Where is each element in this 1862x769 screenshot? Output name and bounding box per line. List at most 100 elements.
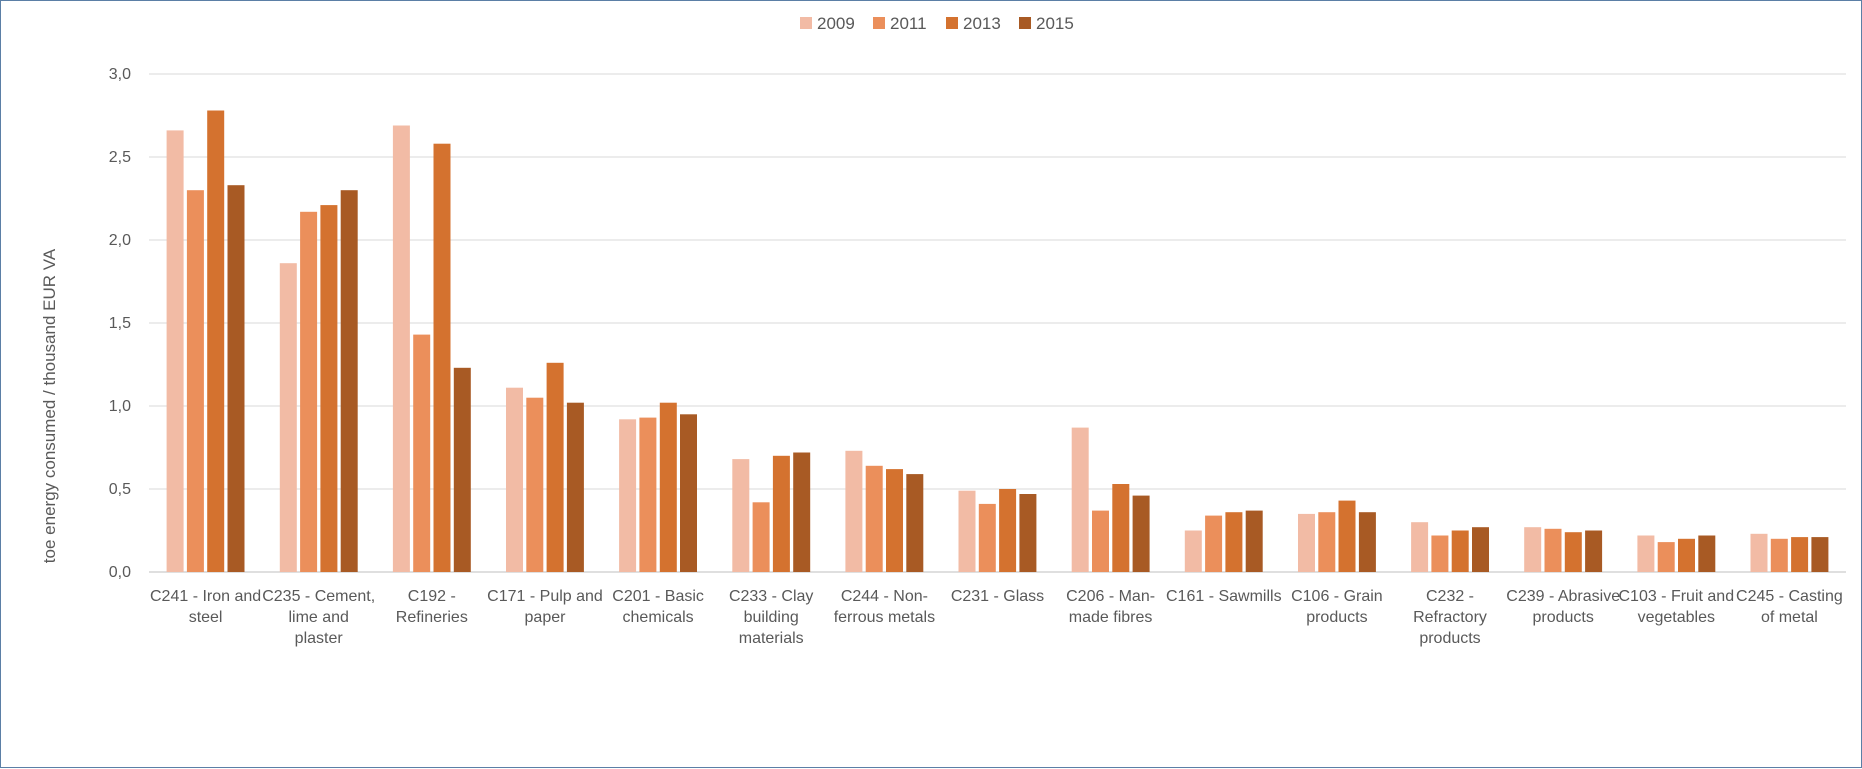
y-tick-label: 0,0: [109, 564, 131, 581]
bar-2015: [453, 367, 471, 572]
x-category-label: lime and: [288, 609, 348, 626]
x-axis-categories: C241 - Iron and steel C235 - Cement, lime a…: [150, 588, 1843, 647]
y-tick-label: 1,5: [109, 315, 131, 332]
bar-2009: [1524, 527, 1542, 572]
x-category-label: C241 - Iron and: [150, 588, 261, 605]
bar-2011: [639, 417, 657, 572]
bar-2015: [906, 474, 924, 572]
bar-2015: [793, 452, 811, 572]
bar-2009: [1411, 522, 1429, 572]
bar-2009: [506, 387, 523, 572]
bar-2013: [546, 362, 564, 572]
bar-2009: [1071, 427, 1089, 572]
x-category-label: C235 - Cement,: [262, 588, 375, 605]
x-category-label: C171 - Pulp and: [487, 588, 603, 605]
bar-2011: [1657, 542, 1675, 572]
y-tick-label: 2,0: [109, 232, 131, 249]
legend-swatch-2009: [800, 17, 812, 29]
legend-label-2013: 2013: [963, 14, 1001, 33]
legend-swatch-2011: [873, 17, 885, 29]
bar-2015: [1472, 527, 1489, 572]
bar-2009: [166, 130, 184, 572]
y-axis-title: toe energy consumed / thousand EUR VA: [40, 248, 59, 563]
bar-2015: [1245, 510, 1263, 572]
bar-2011: [526, 397, 544, 572]
x-category-label: paper: [525, 609, 567, 626]
bar-2013: [1678, 538, 1695, 572]
x-category-label: C232 -: [1426, 588, 1474, 605]
x-category-label: products: [1306, 609, 1367, 626]
bar-2013: [207, 110, 225, 572]
x-category-label: steel: [189, 609, 223, 626]
bar-2009: [1184, 530, 1202, 572]
bar-2013: [1451, 530, 1469, 572]
x-category-label: C245 - Casting: [1736, 588, 1843, 605]
x-category-label: C233 - Clay: [729, 588, 813, 605]
x-category-label: chemicals: [623, 609, 694, 626]
y-tick-label: 2,5: [109, 149, 131, 166]
bar-2013: [1112, 484, 1130, 572]
bar-2009: [1750, 533, 1768, 572]
bar-2013: [886, 469, 903, 572]
x-category-label: C239 - Abrasive: [1506, 588, 1620, 605]
x-category-label: made fibres: [1069, 609, 1153, 626]
bar-2015: [227, 185, 245, 572]
bar-2011: [978, 503, 996, 572]
bar-2013: [1225, 512, 1243, 572]
y-tick-label: 0,5: [109, 481, 131, 498]
bar-2015: [1811, 537, 1829, 572]
x-category-label: vegetables: [1638, 609, 1715, 626]
y-tick-label: 1,0: [109, 398, 131, 415]
bar-2013: [1338, 500, 1356, 572]
bar-2015: [1132, 495, 1150, 572]
legend-label-2011: 2011: [890, 14, 927, 33]
bar-2015: [1019, 494, 1037, 572]
x-category-label: C231 - Glass: [951, 588, 1044, 605]
bar-2013: [659, 402, 677, 572]
bar-2015: [340, 190, 358, 572]
bar-2013: [1791, 537, 1809, 572]
x-category-label: C106 - Grain: [1291, 588, 1383, 605]
bar-2013: [433, 143, 451, 572]
legend-swatch-2013: [946, 17, 958, 29]
bar-2013: [1564, 532, 1582, 572]
bar-2015: [1585, 530, 1603, 572]
x-category-label: materials: [739, 630, 804, 647]
x-category-label: C206 - Man-: [1066, 588, 1155, 605]
bar-2011: [1318, 512, 1336, 572]
y-axis-ticks: 0,0 0,5 1,0 1,5 2,0 2,5 3,0: [109, 66, 131, 581]
bar-2009: [958, 490, 976, 572]
x-category-label: C192 -: [408, 588, 456, 605]
bar-2009: [279, 263, 297, 572]
bar-2009: [1298, 513, 1315, 572]
bar-2013: [320, 205, 338, 572]
bar-2011: [1431, 535, 1449, 572]
bars: [166, 110, 1829, 573]
bar-2011: [1770, 538, 1788, 572]
legend-label-2009: 2009: [817, 14, 855, 33]
x-category-label: products: [1533, 609, 1594, 626]
x-category-label: Refractory: [1413, 609, 1487, 626]
bar-2015: [566, 402, 584, 572]
bar-2013: [999, 489, 1017, 572]
bar-2009: [392, 125, 410, 572]
bar-2009: [845, 450, 863, 572]
bar-2015: [1358, 512, 1376, 572]
x-category-label: ferrous metals: [834, 609, 935, 626]
x-category-label: building: [744, 609, 799, 626]
bar-2011: [1544, 528, 1562, 572]
x-category-label: plaster: [295, 630, 344, 647]
bar-2015: [1698, 535, 1716, 572]
gridlines: [149, 73, 1846, 573]
bar-2015: [680, 414, 697, 572]
x-category-label: C103 - Fruit and: [1618, 588, 1734, 605]
bar-2009: [732, 459, 750, 572]
bar-2009: [619, 419, 637, 572]
x-category-label: products: [1419, 630, 1480, 647]
bar-2011: [1092, 510, 1109, 572]
x-category-label: C161 - Sawmills: [1166, 588, 1282, 605]
legend: 2009 2011 2013 2015: [800, 14, 1074, 33]
bar-2011: [1205, 515, 1223, 572]
